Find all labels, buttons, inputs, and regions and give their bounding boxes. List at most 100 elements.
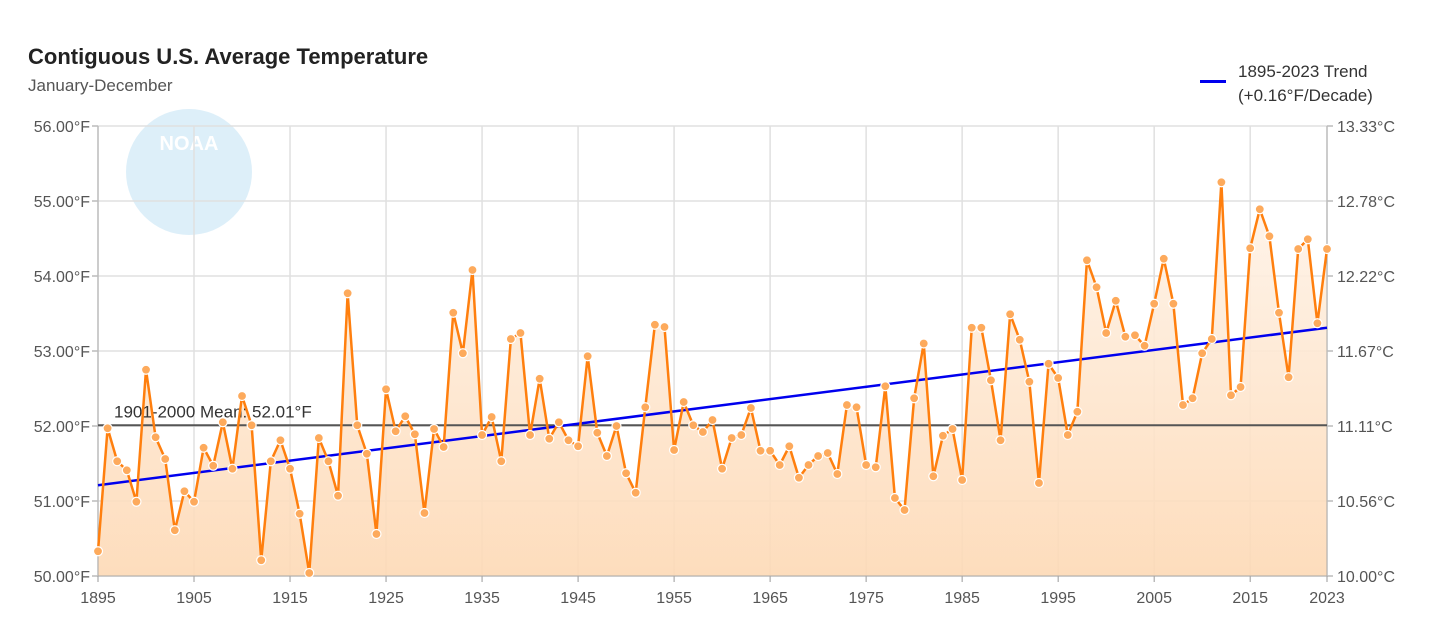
data-point: [1091, 282, 1102, 293]
data-point: [409, 429, 420, 440]
data-point: [601, 450, 612, 462]
data-point: [611, 420, 622, 432]
data-point: [265, 456, 276, 467]
data-point: [275, 435, 286, 446]
x-tick-label: 1985: [944, 590, 980, 607]
data-point: [1129, 330, 1141, 341]
data-point: [352, 420, 363, 431]
legend: 1895-2023 Trend (+0.16°F/Decade): [1200, 60, 1373, 108]
x-tick-label: 1965: [752, 590, 788, 607]
y-tick-label-right: 13.33°C: [1337, 119, 1395, 136]
data-point: [524, 429, 536, 441]
data-point: [476, 429, 488, 441]
data-point: [1110, 295, 1121, 306]
x-tick-label: 1975: [848, 590, 884, 607]
y-tick-label-left: 50.00°F: [34, 569, 90, 586]
data-point: [563, 435, 574, 446]
data-point: [1245, 243, 1256, 254]
data-point: [640, 402, 651, 413]
data-point: [1024, 376, 1035, 387]
data-point: [1283, 372, 1294, 383]
noaa-logo-text: NOAA: [160, 133, 219, 155]
data-point: [1033, 477, 1045, 489]
data-point: [419, 507, 430, 519]
data-point: [678, 396, 689, 408]
data-point: [467, 264, 478, 276]
trend-line: [97, 326, 1328, 487]
data-point: [976, 322, 987, 333]
data-point: [188, 496, 200, 507]
data-point: [1302, 234, 1313, 245]
x-tick-label: 1915: [272, 590, 308, 607]
data-point: [793, 472, 805, 483]
data-point: [284, 463, 296, 474]
x-tick-label: 2005: [1136, 590, 1172, 607]
data-point: [332, 490, 344, 501]
data-point: [745, 402, 757, 414]
data-point: [1225, 390, 1237, 401]
data-point: [774, 459, 785, 471]
mean-label: 1901-2000 Mean: 52.01°F: [114, 402, 312, 421]
data-point: [112, 456, 123, 467]
data-point: [438, 441, 449, 453]
data-point: [851, 402, 862, 413]
data-point: [217, 417, 228, 428]
data-point: [169, 525, 180, 536]
chart-title: Contiguous U.S. Average Temperature: [28, 44, 429, 69]
data-point: [985, 375, 997, 386]
data-point: [534, 373, 545, 384]
data-point: [294, 508, 305, 519]
y-tick-label-left: 54.00°F: [34, 269, 90, 286]
data-point: [861, 459, 872, 471]
data-point: [121, 465, 132, 476]
data-point: [1254, 204, 1265, 215]
data-point: [208, 460, 219, 471]
data-point: [1005, 309, 1016, 320]
data-point: [909, 393, 920, 404]
data-point: [1139, 340, 1150, 351]
data-point: [160, 453, 171, 465]
data-point: [630, 487, 641, 498]
data-point: [918, 338, 929, 349]
legend-trend-swatch: [1200, 80, 1226, 83]
x-tick-label: 1895: [80, 590, 116, 607]
data-point: [668, 444, 680, 456]
data-point: [342, 288, 353, 299]
data-point: [227, 463, 238, 474]
data-point: [1273, 307, 1285, 318]
y-tick-label-right: 11.11°C: [1337, 419, 1393, 436]
data-point: [1216, 177, 1227, 188]
data-point: [131, 496, 142, 507]
data-point: [649, 319, 660, 330]
data-point: [313, 432, 324, 444]
data-point: [1168, 298, 1179, 309]
data-point: [813, 450, 824, 462]
data-point: [179, 486, 190, 497]
data-point: [717, 463, 728, 474]
data-point: [380, 384, 392, 395]
data-point: [553, 417, 564, 428]
y-tick-label-right: 12.22°C: [1337, 269, 1395, 286]
data-point: [899, 504, 910, 516]
data-point: [1197, 348, 1208, 359]
data-point: [371, 528, 382, 540]
data-point: [755, 445, 766, 456]
y-tick-label-right: 11.67°C: [1337, 344, 1394, 361]
data-point: [1043, 358, 1054, 369]
data-point: [140, 364, 152, 375]
data-point: [1101, 327, 1112, 339]
data-point: [688, 420, 699, 431]
data-point: [592, 427, 603, 438]
data-point: [150, 432, 161, 443]
data-point: [726, 432, 737, 444]
data-point: [822, 447, 833, 459]
data-point: [1312, 318, 1323, 329]
data-point: [1235, 381, 1246, 393]
data-point: [572, 441, 584, 452]
data-point: [1072, 406, 1083, 417]
noaa-logo-icon: [126, 109, 252, 235]
data-point: [697, 426, 708, 438]
x-tick-label: 1995: [1040, 590, 1076, 607]
area-fill: [98, 182, 1327, 576]
